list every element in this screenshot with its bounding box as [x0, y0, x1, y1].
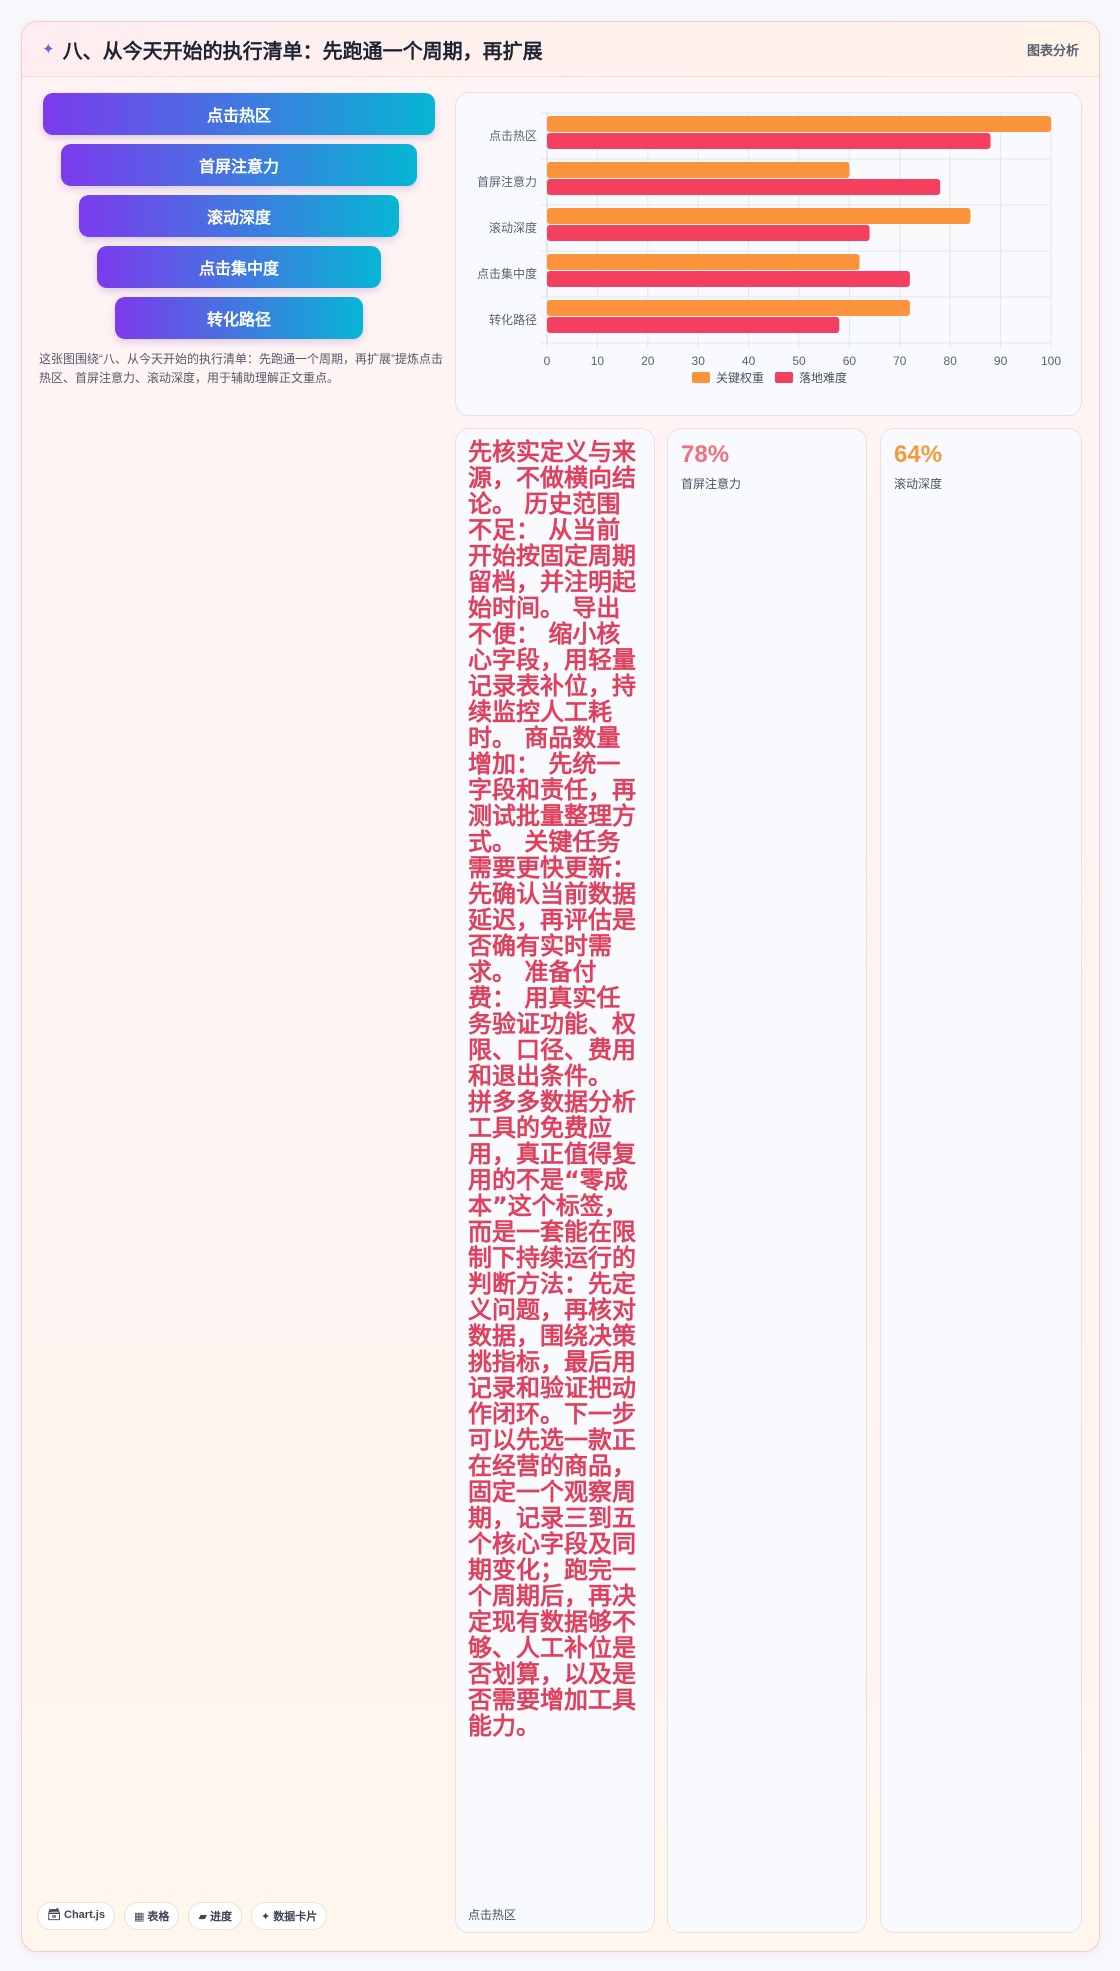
y-tick-label: 点击热区 [489, 129, 537, 143]
sparkle-icon: ✦ [42, 41, 55, 58]
panel-header: ✦ 八、从今天开始的执行清单：先跑通一个周期，再扩展 图表分析 [22, 22, 1099, 77]
funnel-step-click-concentration[interactable]: 点击集中度 [97, 246, 381, 288]
chip-progress[interactable]: ▰ 进度 [188, 1902, 242, 1930]
bar [547, 162, 850, 178]
feature-chips: 🗃 Chart.js ▦ 表格 ▰ 进度 ✦ 数据卡片 [37, 1902, 328, 1930]
bar [547, 317, 840, 333]
page-title: 八、从今天开始的执行清单：先跑通一个周期，再扩展 [62, 40, 543, 63]
bar-chart-card: 0 10 20 30 40 50 60 70 80 90 100 点击热区首屏注意力滚动深度点击集中度… [455, 92, 1082, 416]
article-panel: ✦ 八、从今天开始的执行清单：先跑通一个周期，再扩展 图表分析 点击热区 首屏注… [21, 21, 1100, 1952]
x-tick-label: 40 [742, 354, 756, 368]
bar [547, 133, 991, 149]
checklist-body: 先核实定义与来源，不做横向结论。 历史范围不足： 从当前开始按固定周期留档，并注… [468, 438, 636, 1740]
legend-swatch [775, 372, 793, 383]
checklist-text-card: 先核实定义与来源，不做横向结论。 历史范围不足： 从当前开始按固定周期留档，并注… [455, 428, 655, 1933]
stat-label: 滚动深度 [894, 477, 943, 491]
stat-card-scroll-depth: 64% 滚动深度 [880, 428, 1082, 1933]
stat-label: 首屏注意力 [681, 477, 742, 491]
x-tick-label: 100 [1041, 354, 1061, 368]
legend-swatch [692, 372, 710, 383]
funnel-step-scroll-depth[interactable]: 滚动深度 [79, 195, 399, 237]
x-tick-label: 50 [792, 354, 806, 368]
x-tick-label: 80 [944, 354, 958, 368]
legend-label: 落地难度 [799, 370, 847, 385]
funnel-step-first-screen-attention[interactable]: 首屏注意力 [61, 144, 417, 186]
bar [547, 225, 870, 241]
bar [547, 116, 1051, 132]
stat-value: 64% [894, 441, 943, 468]
chart-analysis-tag: 图表分析 [1026, 42, 1079, 58]
chip-data-card[interactable]: ✦ 数据卡片 [250, 1902, 328, 1930]
funnel-step-click-hotspot[interactable]: 点击热区 [43, 93, 435, 135]
x-tick-label: 30 [692, 354, 706, 368]
x-tick-label: 60 [843, 354, 857, 368]
x-tick-label: 90 [994, 354, 1008, 368]
stat-value: 78% [681, 441, 730, 468]
funnel-caption: 这张图围绕“八、从今天开始的执行清单：先跑通一个周期，再扩展”提炼点击热区、首屏… [39, 352, 443, 385]
bar [547, 208, 971, 224]
y-tick-label: 点击集中度 [477, 266, 537, 281]
y-tick-label: 滚动深度 [489, 220, 537, 235]
bar-chart: 0 10 20 30 40 50 60 70 80 90 100 点击热区首屏注意力滚动深度点击集中度… [477, 112, 1061, 385]
y-tick-label: 首屏注意力 [477, 174, 537, 189]
chip-chartjs[interactable]: 🗃 Chart.js [37, 1902, 115, 1930]
y-tick-label: 转化路径 [489, 312, 537, 327]
x-tick-label: 70 [893, 354, 907, 368]
x-tick-label: 20 [641, 354, 655, 368]
text-card-label: 点击热区 [468, 1908, 517, 1922]
stat-card-first-screen: 78% 首屏注意力 [667, 428, 867, 1933]
bar [547, 300, 910, 316]
bar [547, 254, 860, 270]
x-tick-label: 0 [544, 354, 551, 368]
funnel-step-conversion-path[interactable]: 转化路径 [115, 297, 363, 339]
bar [547, 179, 941, 195]
bar [547, 271, 910, 287]
legend-label: 关键权重 [716, 371, 764, 385]
chip-table[interactable]: ▦ 表格 [123, 1902, 180, 1930]
x-tick-label: 10 [591, 354, 605, 368]
